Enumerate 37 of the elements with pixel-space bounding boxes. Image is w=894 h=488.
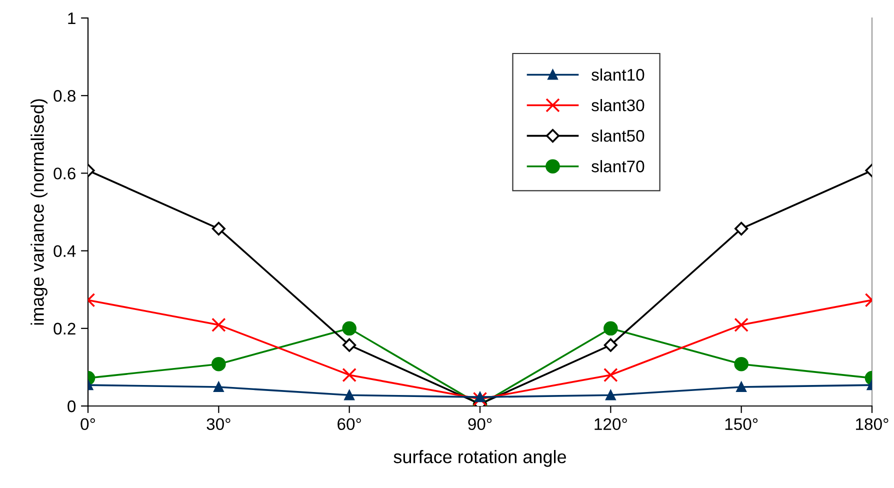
x-tick-label: 90° bbox=[468, 418, 492, 430]
x-tick-label: 180° bbox=[856, 418, 888, 430]
x-tick-label: 30° bbox=[206, 418, 230, 430]
point bbox=[604, 368, 618, 382]
point bbox=[734, 222, 748, 236]
point bbox=[734, 318, 748, 332]
x-axis-title: surface rotation angle bbox=[394, 450, 566, 467]
x-tick-label: 60° bbox=[338, 418, 361, 430]
legend-label: slant30 bbox=[592, 99, 644, 112]
point bbox=[212, 356, 226, 372]
x-tick-label: 150° bbox=[725, 418, 758, 430]
x-tick-label: 0° bbox=[80, 418, 95, 430]
y-tick-label: 0.8 bbox=[54, 90, 76, 102]
y-tick-label: 0.6 bbox=[54, 168, 76, 180]
point bbox=[212, 318, 226, 332]
point bbox=[472, 392, 488, 406]
legend-label: slant50 bbox=[592, 130, 644, 142]
point bbox=[474, 392, 486, 402]
point bbox=[736, 382, 746, 392]
legend-label: slant10 bbox=[592, 68, 644, 81]
point bbox=[604, 338, 618, 352]
point bbox=[212, 222, 226, 236]
point bbox=[734, 356, 748, 372]
point bbox=[344, 390, 354, 400]
y-tick-label: 0.2 bbox=[54, 322, 76, 335]
point bbox=[604, 321, 618, 336]
point bbox=[342, 321, 356, 336]
point bbox=[342, 368, 356, 382]
y-tick-label: 1 bbox=[68, 12, 76, 24]
y-axis-title: image variance (normalised) bbox=[30, 99, 48, 325]
y-tick-label: 0.4 bbox=[54, 245, 76, 258]
point bbox=[342, 338, 356, 352]
y-tick-label: 0 bbox=[68, 400, 76, 412]
legend-label: slant70 bbox=[592, 160, 644, 172]
point bbox=[606, 390, 616, 400]
x-tick-label: 120° bbox=[594, 418, 627, 430]
point bbox=[214, 382, 224, 392]
